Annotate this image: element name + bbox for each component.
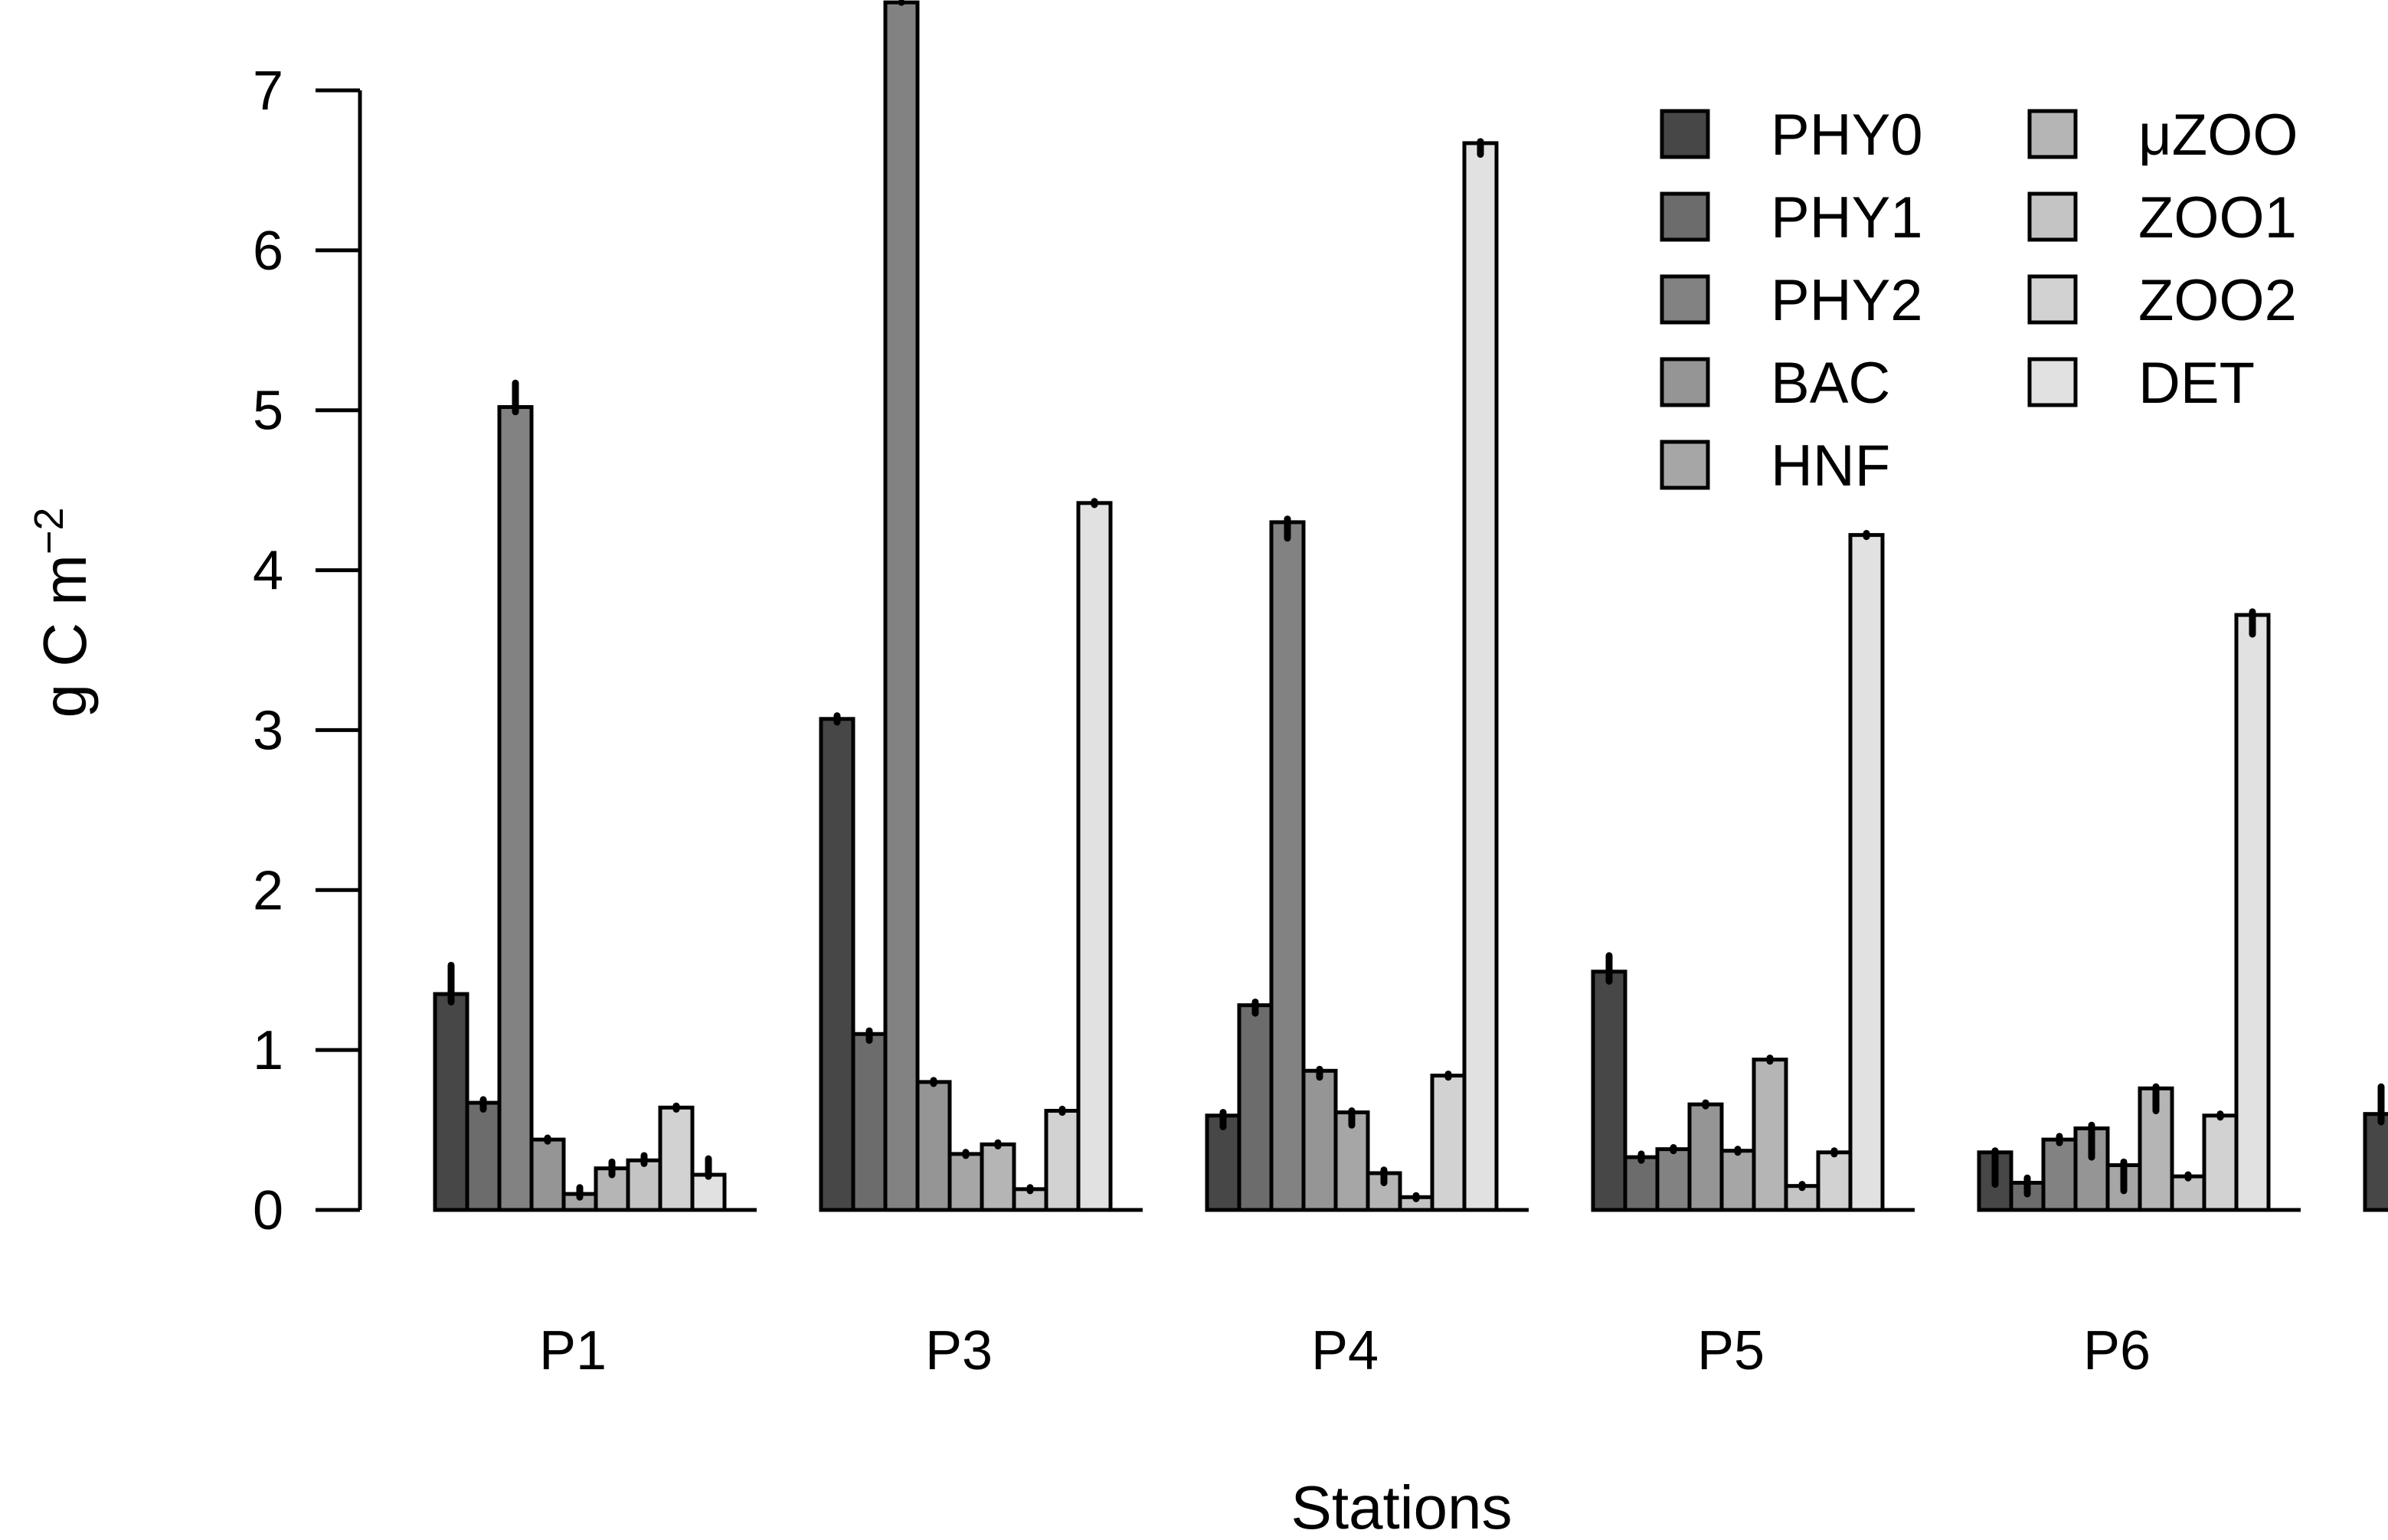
legend-label: BAC bbox=[1771, 351, 1890, 416]
bar-P6-PHY2 bbox=[2041, 1137, 2078, 1212]
bar-P3-PHY0 bbox=[819, 717, 855, 1212]
x-tick-label: P6 bbox=[2083, 1320, 2151, 1381]
x-tick-labels: P1P3P4P5P6P7 bbox=[539, 1320, 2151, 1381]
bar-P1-BAC bbox=[529, 1137, 566, 1212]
bar-P6-ZOO2 bbox=[2202, 1113, 2239, 1212]
bar-P3-DET bbox=[1076, 501, 1113, 1212]
x-tick-label: P5 bbox=[1697, 1320, 1765, 1381]
legend-label: PHY0 bbox=[1771, 103, 1923, 168]
y-tick-label: 0 bbox=[253, 1180, 283, 1241]
legend-swatch-ZOO2 bbox=[2027, 274, 2078, 325]
bar-P5-μZOO bbox=[1752, 1058, 1788, 1212]
legend-swatch-μZOO bbox=[2027, 109, 2078, 159]
legend-swatch-DET bbox=[2027, 357, 2078, 407]
y-axis-title-superscript: −2 bbox=[26, 508, 72, 555]
legend-swatch-PHY1 bbox=[1660, 191, 1710, 242]
legend-label: ZOO1 bbox=[2138, 185, 2297, 250]
bar-P6-DET bbox=[2234, 613, 2271, 1212]
bar-P1-PHY1 bbox=[465, 1100, 502, 1212]
y-tick-label: 1 bbox=[253, 1020, 283, 1081]
legend-label: DET bbox=[2138, 351, 2255, 416]
bar-P5-ZOO2 bbox=[1816, 1150, 1853, 1212]
legend-label: PHY2 bbox=[1771, 268, 1923, 333]
y-axis-title: g C m−2 bbox=[26, 508, 99, 718]
bar-P4-DET bbox=[1462, 141, 1499, 1212]
bar-P3-PHY1 bbox=[851, 1032, 888, 1212]
legend-swatch-PHY0 bbox=[1660, 109, 1710, 159]
bar-P4-PHY2 bbox=[1269, 520, 1306, 1212]
y-axis-title-main: g C m bbox=[31, 554, 99, 718]
legend-swatch-ZOO1 bbox=[2027, 191, 2078, 242]
x-axis-title: Stations bbox=[1291, 1473, 1512, 1540]
legend-label: HNF bbox=[1771, 433, 1890, 499]
x-tick-label: P3 bbox=[925, 1320, 993, 1381]
bar-P5-PHY2 bbox=[1655, 1147, 1692, 1212]
bar-P5-PHY1 bbox=[1623, 1155, 1660, 1212]
legend-swatch-HNF bbox=[1660, 440, 1710, 490]
y-axis: 0 1 2 3 4 5 6 7 bbox=[253, 60, 362, 1241]
bar-P4-BAC bbox=[1301, 1068, 1338, 1212]
legend-label: ZOO2 bbox=[2138, 268, 2297, 333]
bars-layer bbox=[433, 0, 2388, 1212]
bar-P7-PHY0 bbox=[2363, 1112, 2388, 1212]
error-bars-layer bbox=[447, 0, 2385, 1202]
bar-P5-DET bbox=[1848, 533, 1885, 1212]
bar-P4-PHY1 bbox=[1237, 1003, 1274, 1212]
y-tick-label: 6 bbox=[253, 221, 283, 282]
legend: PHY0 PHY1 PHY2 BAC HNF μZOO ZOO1 ZOO2 DET bbox=[1660, 103, 2298, 499]
x-tick-label: P4 bbox=[1311, 1320, 1379, 1381]
bar-P5-BAC bbox=[1687, 1102, 1724, 1212]
legend-swatch-BAC bbox=[1660, 357, 1710, 407]
bar-P4-HNF bbox=[1333, 1110, 1370, 1212]
bar-P1-ZOO2 bbox=[658, 1105, 695, 1212]
bar-P3-BAC bbox=[915, 1080, 952, 1212]
legend-swatch-PHY2 bbox=[1660, 274, 1710, 325]
y-tick-label: 2 bbox=[253, 860, 283, 921]
bar-P1-DET bbox=[690, 1172, 727, 1212]
y-tick-label: 5 bbox=[253, 381, 283, 442]
legend-label: μZOO bbox=[2138, 103, 2298, 168]
y-tick-label: 4 bbox=[253, 541, 283, 602]
bar-P3-μZOO bbox=[980, 1142, 1016, 1212]
bar-P5-HNF bbox=[1719, 1149, 1756, 1212]
bar-P3-ZOO2 bbox=[1044, 1109, 1081, 1212]
bar-P5-PHY0 bbox=[1591, 969, 1627, 1212]
bar-P3-HNF bbox=[947, 1152, 984, 1212]
bar-P4-ZOO2 bbox=[1430, 1074, 1467, 1212]
x-tick-label: P1 bbox=[539, 1320, 607, 1381]
y-tick-label: 3 bbox=[253, 700, 283, 761]
y-tick-label: 7 bbox=[253, 60, 283, 122]
bar-P1-ZOO1 bbox=[626, 1158, 662, 1212]
legend-label: PHY1 bbox=[1771, 185, 1923, 250]
bar-P1-PHY0 bbox=[433, 992, 469, 1212]
bar-P1-PHY2 bbox=[497, 405, 534, 1212]
bar-P3-PHY2 bbox=[883, 0, 920, 1212]
